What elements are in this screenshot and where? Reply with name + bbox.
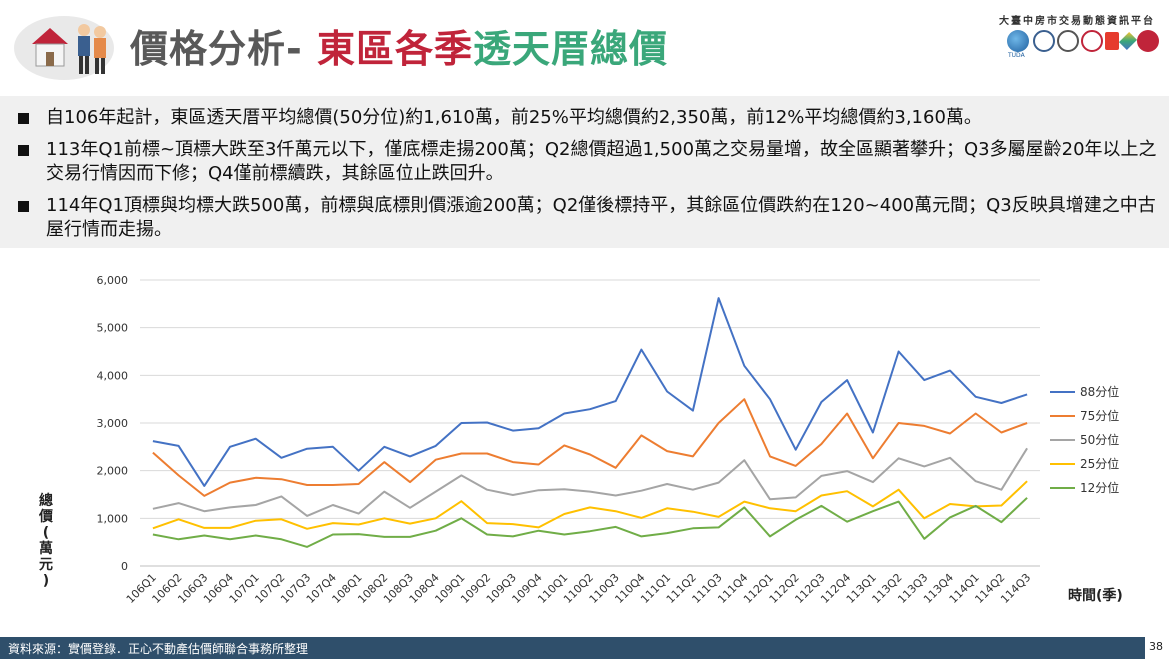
seal-logo-icon bbox=[1033, 30, 1055, 52]
y-tick-label: 3,000 bbox=[97, 417, 129, 430]
y-axis-label-char: ) bbox=[43, 573, 49, 589]
header: 價格分析- 東區各季透天厝總價 大臺中房市交易動態資訊平台 TUDA bbox=[0, 0, 1169, 90]
title-prefix: 價格分析- bbox=[130, 27, 318, 71]
seal-red-logo-icon bbox=[1081, 30, 1103, 52]
cube-logo-icon bbox=[1118, 31, 1138, 51]
bullet-text: 114年Q1頂標與均標大跌500萬，前標與底標則價漲逾200萬；Q2僅後標持平，… bbox=[46, 195, 1156, 240]
y-tick-label: 5,000 bbox=[97, 322, 129, 335]
tuda-logo-icon bbox=[1007, 30, 1029, 52]
legend-label: 75分位 bbox=[1080, 408, 1119, 423]
title-district: 東區各季 bbox=[317, 27, 474, 71]
y-tick-label: 1,000 bbox=[97, 512, 129, 525]
series-line bbox=[152, 297, 1028, 487]
series-line bbox=[152, 480, 1028, 530]
y-axis-label-char: 價 bbox=[38, 508, 54, 525]
source-footer: 資料來源：實價登錄．正心不動產估價師聯合事務所整理 bbox=[0, 637, 1145, 659]
bullet-square-icon bbox=[18, 201, 29, 212]
chart-series-lines bbox=[152, 297, 1028, 548]
legend-label: 25分位 bbox=[1080, 456, 1119, 471]
bullet-square-icon bbox=[18, 113, 29, 124]
bullet-square-icon bbox=[18, 145, 29, 156]
y-axis-ticks: 0 1,000 2,000 3,000 4,000 5,000 6,000 bbox=[97, 274, 129, 573]
source-text: 資料來源：實價登錄．正心不動產估價師聯合事務所整理 bbox=[8, 642, 309, 656]
y-tick-label: 4,000 bbox=[97, 369, 129, 382]
price-line-chart: 0 1,000 2,000 3,000 4,000 5,000 6,000 106Q1106… bbox=[38, 274, 1123, 606]
legend-label: 88分位 bbox=[1080, 384, 1119, 399]
chart-gridlines bbox=[140, 279, 1040, 567]
people-house-illustration bbox=[14, 16, 114, 80]
p-logo-icon bbox=[1105, 32, 1119, 50]
y-axis-label-char: 元 bbox=[39, 557, 53, 573]
y-axis-label-char: 萬 bbox=[39, 540, 53, 557]
y-axis-label-char: 總 bbox=[39, 492, 53, 509]
bullet-text: 自106年起計，東區透天厝平均總價(50分位)約1,610萬，前25%平均總價約… bbox=[46, 107, 982, 128]
legend-label: 50分位 bbox=[1080, 432, 1119, 447]
emblem-logo-icon bbox=[1057, 30, 1079, 52]
tuda-logo-text: TUDA bbox=[1008, 52, 1025, 59]
series-line bbox=[152, 447, 1028, 517]
page-title: 價格分析- 東區各季透天厝總價 bbox=[130, 18, 668, 73]
page-number: 38 bbox=[1149, 640, 1163, 653]
y-tick-label: 2,000 bbox=[97, 465, 129, 478]
legend-label: 12分位 bbox=[1080, 480, 1119, 495]
summary-panel: 自106年起計，東區透天厝平均總價(50分位)約1,610萬，前25%平均總價約… bbox=[0, 96, 1169, 248]
y-tick-label: 6,000 bbox=[97, 274, 129, 287]
x-axis-label: 時間(季) bbox=[1068, 587, 1123, 604]
y-axis-label: 總價(萬元) bbox=[38, 492, 54, 589]
x-axis-ticks: 106Q1106Q2106Q3106Q4107Q1107Q2107Q3107Q4… bbox=[124, 571, 1033, 606]
red-badge-logo-icon bbox=[1137, 30, 1159, 52]
y-axis-label-char: ( bbox=[43, 525, 49, 541]
platform-name: 大臺中房市交易動態資訊平台 bbox=[999, 16, 1155, 27]
bullet-text: 113年Q1前標~頂標大跌至3仟萬元以下，僅底標走揚200萬；Q2總價超過1,5… bbox=[46, 139, 1157, 184]
y-tick-label: 0 bbox=[121, 560, 128, 573]
partner-logos: TUDA bbox=[1007, 30, 1159, 59]
chart-legend: 88分位 75分位 50分位 25分位 12分位 bbox=[1050, 384, 1119, 495]
series-line bbox=[152, 497, 1028, 548]
title-subject: 透天厝總價 bbox=[473, 27, 669, 71]
series-line bbox=[152, 398, 1028, 497]
